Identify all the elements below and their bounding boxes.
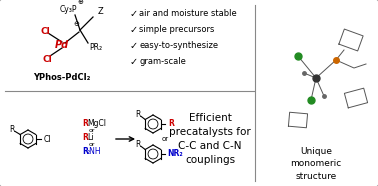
Text: R: R <box>82 118 88 127</box>
Text: ⊕: ⊕ <box>77 0 83 5</box>
Text: Efficient
precatalysts for
C-C and C-N
couplings: Efficient precatalysts for C-C and C-N c… <box>169 113 251 165</box>
Text: Cl: Cl <box>42 54 52 63</box>
Text: ₂NH: ₂NH <box>87 147 102 155</box>
Text: gram-scale: gram-scale <box>139 57 186 67</box>
Text: R: R <box>82 132 88 142</box>
Text: NR₂: NR₂ <box>167 150 183 158</box>
Text: ✓: ✓ <box>130 57 138 67</box>
Text: air and moisture stable: air and moisture stable <box>139 9 237 18</box>
Text: easy-to-synthesize: easy-to-synthesize <box>139 41 218 51</box>
Text: Pd: Pd <box>55 40 69 50</box>
Text: Z: Z <box>97 7 103 17</box>
Text: Cy₃P: Cy₃P <box>59 6 77 15</box>
Text: ✓: ✓ <box>130 41 138 51</box>
Text: R: R <box>136 110 141 119</box>
Text: R: R <box>82 147 88 155</box>
Text: Unique
monomeric
structure: Unique monomeric structure <box>290 147 342 181</box>
Text: R: R <box>9 125 15 134</box>
Text: ✓: ✓ <box>130 9 138 19</box>
Text: Cl: Cl <box>43 134 51 144</box>
Text: YPhos-PdCl₂: YPhos-PdCl₂ <box>33 73 91 83</box>
Text: or: or <box>89 127 96 132</box>
Text: simple precursors: simple precursors <box>139 25 214 34</box>
Text: ✓: ✓ <box>130 25 138 35</box>
Text: ⊖: ⊖ <box>73 21 79 27</box>
Text: MgCl: MgCl <box>87 118 106 127</box>
Text: or: or <box>89 142 96 147</box>
Text: PR₂: PR₂ <box>90 44 102 52</box>
Text: Cl: Cl <box>40 26 50 36</box>
Text: or: or <box>161 136 169 142</box>
Text: R: R <box>136 140 141 149</box>
Text: Li: Li <box>87 132 93 142</box>
Text: R: R <box>168 119 174 129</box>
